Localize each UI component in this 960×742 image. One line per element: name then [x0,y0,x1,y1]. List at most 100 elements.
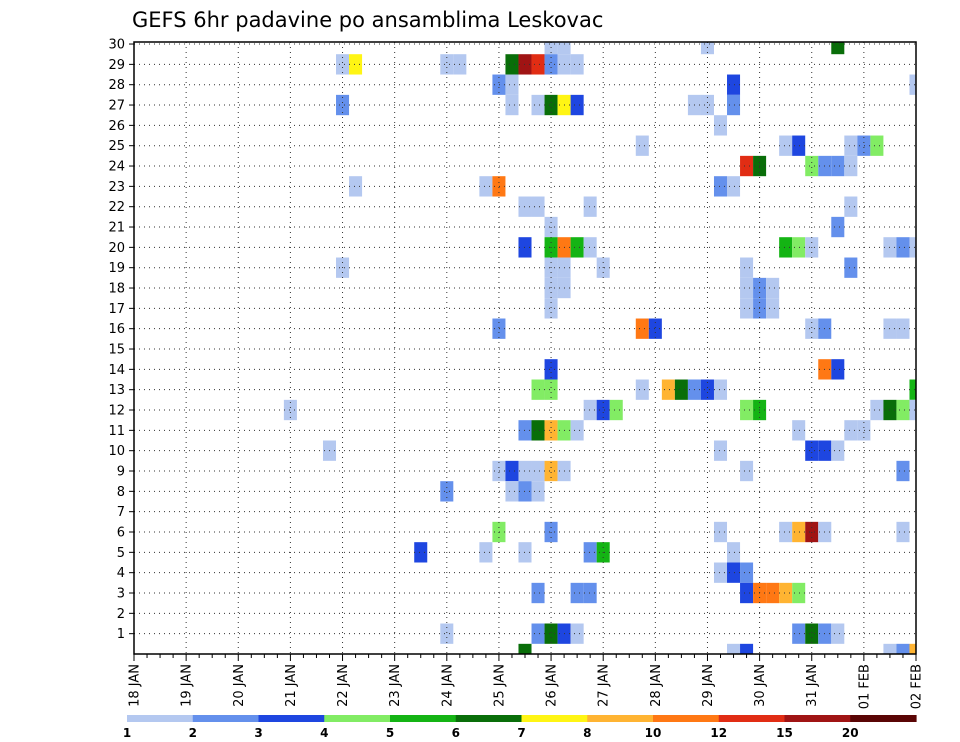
heatmap-cell [583,399,597,421]
heatmap-cell [713,176,728,197]
legend-label: 6 [452,726,460,740]
heatmap-cell [779,582,793,604]
heatmap-cell [831,155,845,177]
chart-title: GEFS 6hr padavine po ansamblima Leskovac [132,8,603,32]
heatmap-cell [857,420,871,441]
heatmap-cell [844,135,858,156]
heatmap-cell [909,643,916,654]
heatmap-cell [336,54,350,75]
heatmap-cell [544,54,558,75]
heatmap-cell [349,176,363,197]
legend-label: 1 [123,726,131,740]
heatmap-cell [831,623,845,644]
x-tick-label: 26 JAN [545,664,560,707]
heatmap-cell [492,74,506,95]
heatmap-cell [896,318,910,339]
heatmap-cell [909,399,916,421]
heatmap-cell [896,521,910,543]
heatmap-cell [870,135,884,156]
heatmap-cell [909,74,916,95]
heatmap-cell [740,277,754,299]
x-tick-label: 22 JAN [336,664,351,707]
heatmap-cell [805,623,819,644]
heatmap-cell [700,42,714,55]
heatmap-cell [740,643,754,654]
heatmap-cell [544,359,558,380]
heatmap-cell [766,277,780,299]
x-axis-ticks: 18 JAN 19 JAN 20 JAN 21 JAN 22 JAN 23 JAN 24 J… [128,654,925,709]
heatmap-cell [544,94,558,116]
heatmap-cell [544,420,558,441]
heatmap-cell [505,481,519,502]
y-tick-label: 12 [108,404,125,419]
heatmap-cell [713,521,728,543]
y-tick-label: 24 [108,160,125,175]
heatmap-cell [844,196,858,217]
legend-swatch [850,715,917,722]
heatmap-cell [713,115,728,136]
heatmap-cell [896,237,910,258]
heatmap-cell [557,42,571,55]
heatmap-cell [440,481,454,502]
y-tick-label: 4 [117,566,125,581]
x-tick-label: 31 JAN [805,664,820,707]
heatmap-cell [713,562,728,583]
y-tick-label: 5 [117,546,125,561]
y-tick-label: 20 [108,241,125,256]
heatmap-cell [805,155,819,177]
heatmap-cell [531,54,545,75]
heatmap-cell [700,94,714,116]
heatmap-cell [740,460,754,482]
heatmap-cell [544,42,558,55]
legend-swatch [258,715,325,722]
heatmap-cell [896,399,910,421]
legend-label: 4 [320,726,328,740]
x-tick-label: 27 JAN [597,664,612,707]
heatmap-cell [583,542,597,563]
legend-swatch [718,715,786,722]
legend-swatch [587,715,654,722]
x-tick-label: 25 JAN [492,664,507,707]
y-tick-label: 19 [108,261,125,276]
heatmap-cell [831,359,845,380]
heatmap-cell [844,155,858,177]
y-axis-ticks: 1234567891011121314151617181920212223242… [108,38,134,642]
legend-label: 5 [386,726,394,740]
heatmap-cell [740,562,754,583]
y-tick-label: 21 [108,221,125,236]
heatmap-cell [727,74,741,95]
heatmap-cell [570,94,584,116]
legend-swatch [324,715,391,722]
heatmap-cell [609,399,623,421]
heatmap-cell [792,582,806,604]
y-tick-label: 2 [117,607,125,622]
color-legend: 1 2 3 4 5 6 7 8 10 12 15 20 [123,715,917,740]
heatmap-cell [896,460,910,482]
heatmap-cell [479,542,493,563]
x-tick-label: 02 FEB [910,664,925,709]
legend-swatch [455,715,523,722]
legend-label: 8 [583,726,591,740]
heatmap-cell [531,460,545,482]
y-tick-label: 6 [117,526,125,541]
heatmap-cell [792,420,806,441]
heatmap-cell [570,237,584,258]
heatmap-cell [531,481,545,502]
heatmap-cell [492,460,506,482]
heatmap-cell [740,298,754,319]
x-tick-label: 19 JAN [180,664,195,707]
heatmap-cell [740,155,754,177]
legend-swatch [521,715,588,722]
heatmap-cell [583,196,597,217]
heatmap-cell [492,318,506,339]
y-tick-label: 9 [117,465,125,480]
heatmap-cell [583,237,597,258]
heatmap-cell [896,643,910,654]
heatmap-cell [570,54,584,75]
heatmap-cell [727,542,741,563]
heatmap-cell [544,460,558,482]
heatmap-cell [727,562,741,583]
heatmap-cell [700,379,714,400]
heatmap-cell [766,298,780,319]
x-tick-label: 21 JAN [284,664,299,707]
